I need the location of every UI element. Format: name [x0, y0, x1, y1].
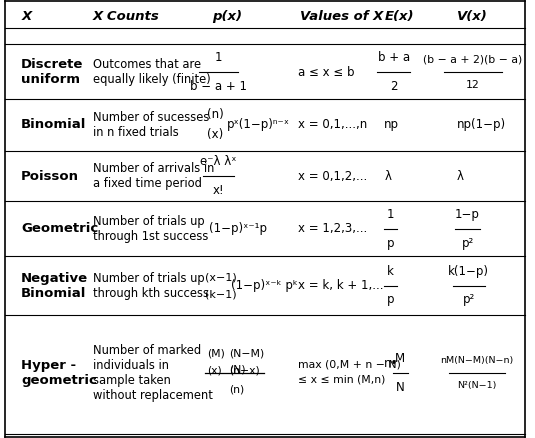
- Text: (n−x): (n−x): [229, 366, 260, 376]
- Text: λ: λ: [384, 170, 392, 183]
- Text: x = 1,2,3,...: x = 1,2,3,...: [298, 222, 367, 235]
- Text: (1−p)ˣ⁻ᵏ pᵏ: (1−p)ˣ⁻ᵏ pᵏ: [231, 279, 297, 292]
- Text: p²: p²: [462, 237, 473, 250]
- Text: (b − a + 2)(b − a): (b − a + 2)(b − a): [423, 54, 523, 64]
- Text: (N−M): (N−M): [229, 349, 264, 359]
- Text: p(x): p(x): [212, 10, 242, 23]
- Text: pˣ(1−p)ⁿ⁻ˣ: pˣ(1−p)ⁿ⁻ˣ: [227, 118, 290, 131]
- Text: 1: 1: [387, 208, 394, 221]
- Text: p: p: [387, 293, 394, 307]
- Text: λ: λ: [457, 170, 464, 183]
- Text: (N): (N): [229, 364, 246, 374]
- Text: a ≤ x ≤ b: a ≤ x ≤ b: [298, 66, 355, 79]
- Text: max (0,M + n − N): max (0,M + n − N): [298, 360, 401, 369]
- Text: Number of arrivals in
a fixed time period: Number of arrivals in a fixed time perio…: [93, 162, 214, 190]
- Text: N: N: [396, 381, 404, 394]
- Text: p²: p²: [463, 293, 475, 307]
- Text: E(x): E(x): [384, 10, 414, 23]
- Text: (1−p)ˣ⁻¹p: (1−p)ˣ⁻¹p: [209, 222, 268, 235]
- Text: p: p: [387, 237, 394, 250]
- Text: b − a + 1: b − a + 1: [190, 80, 247, 93]
- Text: (k−1): (k−1): [205, 289, 237, 299]
- Text: k: k: [387, 265, 394, 278]
- Text: np: np: [384, 118, 399, 131]
- Text: Outcomes that are
equally likely (finite): Outcomes that are equally likely (finite…: [93, 58, 211, 86]
- Text: b + a: b + a: [378, 51, 410, 64]
- Text: Number of trials up
through 1st success: Number of trials up through 1st success: [93, 215, 208, 243]
- Text: (x): (x): [207, 366, 221, 376]
- Text: (M): (M): [207, 349, 225, 359]
- Text: M: M: [395, 352, 406, 365]
- Text: (n): (n): [207, 108, 224, 121]
- Text: Binomial: Binomial: [21, 118, 87, 131]
- Text: e⁻λ λˣ: e⁻λ λˣ: [200, 155, 236, 168]
- Text: X: X: [21, 10, 32, 23]
- Text: np(1−p): np(1−p): [457, 118, 506, 131]
- Text: x = 0,1,2,...: x = 0,1,2,...: [298, 170, 367, 183]
- Text: (n): (n): [229, 384, 244, 394]
- Text: x!: x!: [212, 184, 224, 197]
- Text: 1−p: 1−p: [455, 208, 480, 221]
- Text: 12: 12: [466, 80, 480, 90]
- Text: x = 0,1,...,n: x = 0,1,...,n: [298, 118, 367, 131]
- Text: (x−1): (x−1): [205, 272, 237, 282]
- Text: Negative
Binomial: Negative Binomial: [21, 272, 88, 300]
- Text: V(x): V(x): [457, 10, 488, 23]
- Text: Hyper -
geometric: Hyper - geometric: [21, 359, 97, 387]
- Text: N²(N−1): N²(N−1): [457, 381, 497, 390]
- Text: (x): (x): [207, 128, 223, 141]
- Text: Number of trials up
through kth success: Number of trials up through kth success: [93, 272, 209, 300]
- Text: n•: n•: [384, 357, 399, 370]
- Text: Values of X: Values of X: [300, 10, 383, 23]
- Text: k(1−p): k(1−p): [448, 265, 489, 278]
- Text: Discrete
uniform: Discrete uniform: [21, 58, 83, 86]
- Text: 2: 2: [390, 80, 398, 93]
- Text: Geometric: Geometric: [21, 222, 98, 235]
- Text: ≤ x ≤ min (M,n): ≤ x ≤ min (M,n): [298, 375, 385, 385]
- Text: Poisson: Poisson: [21, 170, 79, 183]
- Text: x = k, k + 1,...: x = k, k + 1,...: [298, 279, 384, 292]
- Text: X Counts: X Counts: [93, 10, 159, 23]
- Text: 1: 1: [215, 51, 222, 64]
- Text: Number of sucesses
in n fixed trials: Number of sucesses in n fixed trials: [93, 111, 209, 139]
- Text: Number of marked
individuals in
sample taken
without replacement: Number of marked individuals in sample t…: [93, 344, 212, 402]
- Text: nM(N−M)(N−n): nM(N−M)(N−n): [440, 356, 514, 365]
